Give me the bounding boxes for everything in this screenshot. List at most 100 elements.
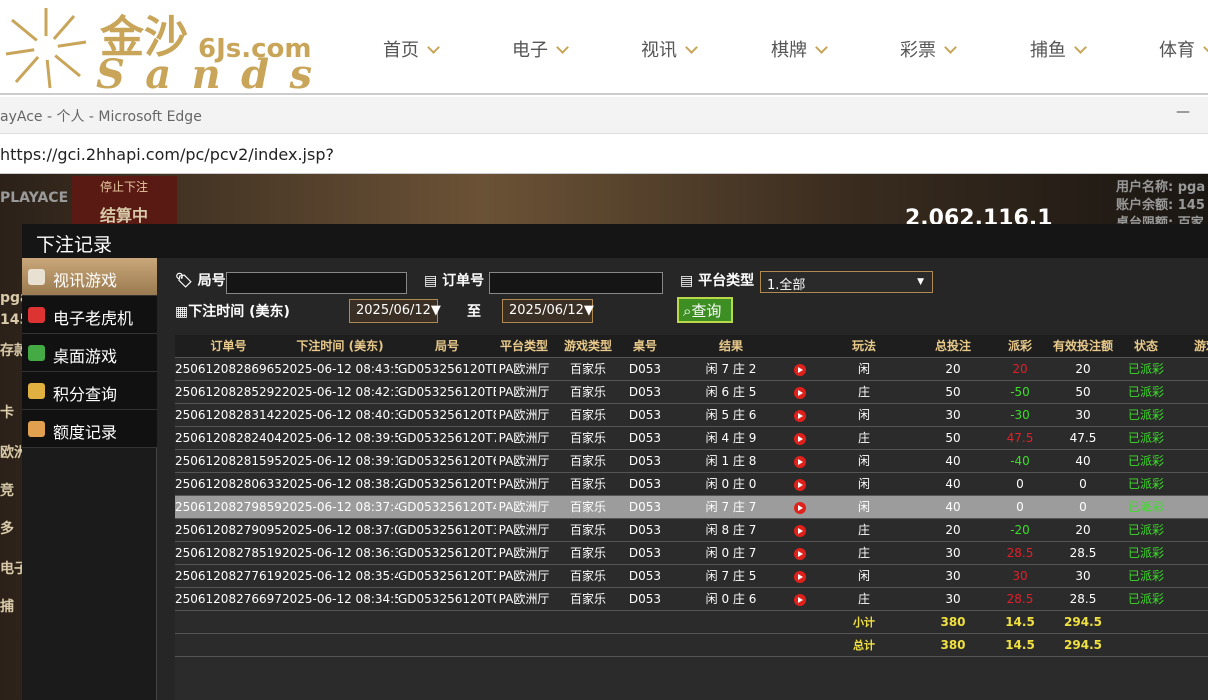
bet-record-dialog: 下注记录 视讯游戏 电子老虎机 桌面游戏 积分查询 额度记录 🏷 局号 ▤ 订单号 ▤ … bbox=[22, 224, 1208, 700]
replay-button[interactable] bbox=[794, 525, 806, 537]
table-cell: PA欧洲厅 bbox=[498, 523, 550, 537]
table-cell: 250612082785197 bbox=[175, 546, 282, 560]
table-cell: D053 bbox=[628, 569, 662, 583]
nav-item[interactable]: 视讯 bbox=[641, 36, 698, 62]
table-cell: 30 bbox=[1075, 569, 1091, 583]
replay-button[interactable] bbox=[794, 364, 806, 376]
replay-button[interactable] bbox=[794, 548, 806, 560]
table-cell: 40 bbox=[1075, 454, 1091, 468]
table-row[interactable]: 250612082766970 2025-06-12 08:34:54 GD0532… bbox=[175, 588, 1208, 611]
url[interactable]: https://gci.2hhapi.com/pc/pcv2/index.jsp… bbox=[0, 145, 334, 164]
table-cell: 0 bbox=[1016, 500, 1024, 514]
table-cell: 闲 5 庄 6 bbox=[705, 408, 757, 422]
table-cell: 250612082790958 bbox=[175, 523, 282, 537]
table-row[interactable]: 250612082824048 2025-06-12 08:39:59 GD0532… bbox=[175, 427, 1208, 450]
table-row[interactable]: 250612082776197 2025-06-12 08:35:44 GD0532… bbox=[175, 565, 1208, 588]
order-label-text: 订单号 bbox=[442, 273, 485, 289]
column-header: 有效投注额 bbox=[1052, 339, 1113, 353]
table-row[interactable]: 250612082798598 2025-06-12 08:37:48 GD0532… bbox=[175, 496, 1208, 519]
table-cell: D053 bbox=[628, 523, 662, 537]
replay-button[interactable] bbox=[794, 410, 806, 422]
table-cell: 250612082815950 bbox=[175, 454, 282, 468]
table-row[interactable]: 250612082785197 2025-06-12 08:36:30 GD0532… bbox=[175, 542, 1208, 565]
menu-fragment: 存款 bbox=[0, 343, 22, 359]
address-bar: https://gci.2hhapi.com/pc/pcv2/index.jsp… bbox=[0, 135, 1208, 174]
platform-label-text: 平台类型 bbox=[698, 273, 755, 289]
table-cell: PA欧洲厅 bbox=[498, 454, 550, 468]
search-button[interactable]: ⌕查询 bbox=[677, 297, 733, 323]
table-cell: 20 bbox=[945, 362, 961, 376]
replay-button[interactable] bbox=[794, 571, 806, 583]
table-row[interactable]: 250612082831420 2025-06-12 08:40:36 GD0532… bbox=[175, 404, 1208, 427]
nav-item[interactable]: 电子 bbox=[512, 36, 569, 62]
table-row[interactable]: 250612082869655 2025-06-12 08:43:56 GD0532… bbox=[175, 358, 1208, 381]
table-cell: 30 bbox=[1075, 408, 1091, 422]
replay-button[interactable] bbox=[794, 456, 806, 468]
table-cell: 28.5 bbox=[1069, 546, 1097, 560]
table-cell: 2025-06-12 08:43:56 bbox=[282, 362, 398, 376]
subtotal-label: 小计 bbox=[853, 616, 875, 629]
replay-button[interactable] bbox=[794, 479, 806, 491]
sidebar-item[interactable]: 视讯游戏 bbox=[22, 258, 157, 296]
replay-button[interactable] bbox=[794, 433, 806, 445]
menu-fragment: 欧洲 bbox=[0, 445, 22, 461]
table-cell: 闲 bbox=[857, 477, 870, 491]
sidebar-label: 额度记录 bbox=[53, 423, 118, 442]
table-cell: 250612082776197 bbox=[175, 569, 282, 583]
table-cell: 已派彩 bbox=[1127, 500, 1164, 514]
table-cell: 20 bbox=[1075, 362, 1091, 376]
order-input[interactable] bbox=[489, 272, 663, 294]
table-cell: GD053256120T8 bbox=[398, 408, 496, 422]
table-cell: 0 bbox=[1016, 477, 1024, 491]
sidebar-icon bbox=[28, 421, 45, 437]
user: 用户名称: pga bbox=[1116, 180, 1206, 195]
status: 停止下注 bbox=[100, 180, 149, 194]
sidebar-item[interactable]: 额度记录 bbox=[22, 410, 157, 448]
table-row[interactable]: 250612082790958 2025-06-12 08:37:05 GD0532… bbox=[175, 519, 1208, 542]
date-to[interactable]: 2025/06/12▼ bbox=[502, 299, 594, 323]
nav-label: 棋牌 bbox=[771, 40, 807, 61]
table-cell: 2025-06-12 08:38:25 bbox=[282, 477, 398, 491]
table-cell: D053 bbox=[628, 546, 662, 560]
nav-chevron bbox=[556, 41, 569, 54]
table-row[interactable]: 250612082815950 2025-06-12 08:39:15 GD0532… bbox=[175, 450, 1208, 473]
table-cell: 已派彩 bbox=[1127, 408, 1164, 422]
table-cell: 闲 bbox=[857, 362, 870, 376]
table-row[interactable]: 250612082852921 2025-06-12 08:42:30 GD0532… bbox=[175, 381, 1208, 404]
table-cell: 百家乐 bbox=[569, 523, 606, 537]
replay-button[interactable] bbox=[794, 594, 806, 606]
sidebar-item[interactable]: 桌面游戏 bbox=[22, 334, 157, 372]
table-cell: PA欧洲厅 bbox=[498, 408, 550, 422]
table-cell: 0 bbox=[1079, 500, 1087, 514]
column-header: 派彩 bbox=[1007, 339, 1032, 353]
table-row[interactable]: 250612082806331 2025-06-12 08:38:25 GD0532… bbox=[175, 473, 1208, 496]
table-cell: 闲 6 庄 5 bbox=[705, 385, 757, 399]
table-cell: 250612082831420 bbox=[175, 408, 282, 422]
table-cell: 2025-06-12 08:40:36 bbox=[282, 408, 398, 422]
table-cell: 250612082824048 bbox=[175, 431, 282, 445]
sidebar-item[interactable]: 积分查询 bbox=[22, 372, 157, 410]
replay-button[interactable] bbox=[794, 387, 806, 399]
nav-item[interactable]: 捕鱼 bbox=[1030, 36, 1087, 62]
table-cell: 百家乐 bbox=[569, 362, 606, 376]
table-cell: PA欧洲厅 bbox=[498, 477, 550, 491]
sidebar-item[interactable]: 电子老虎机 bbox=[22, 296, 157, 334]
nav-item[interactable]: 彩票 bbox=[900, 36, 957, 62]
column-header: 结果 bbox=[718, 339, 743, 353]
column-header: 游戏类型 bbox=[563, 339, 612, 353]
table-cell: 40 bbox=[945, 477, 961, 491]
minimize-button[interactable]: — bbox=[1176, 104, 1190, 120]
platform-select[interactable]: 1.全部 ▼ bbox=[760, 271, 933, 293]
table-cell: 0 bbox=[1079, 477, 1087, 491]
table-cell: D053 bbox=[628, 385, 662, 399]
table-cell: PA欧洲厅 bbox=[498, 362, 550, 376]
nav-item[interactable]: 首页 bbox=[383, 36, 440, 62]
replay-button[interactable] bbox=[794, 502, 806, 514]
date-from[interactable]: 2025/06/12▼ bbox=[349, 299, 441, 323]
round-input[interactable] bbox=[226, 272, 407, 294]
nav-item[interactable]: 棋牌 bbox=[771, 36, 828, 62]
nav-item[interactable]: 体育 bbox=[1159, 36, 1208, 62]
table-cell: 闲 0 庄 7 bbox=[705, 546, 757, 560]
table-cell: GD053256120T1 bbox=[398, 569, 496, 583]
sidebar-icon bbox=[28, 269, 45, 285]
